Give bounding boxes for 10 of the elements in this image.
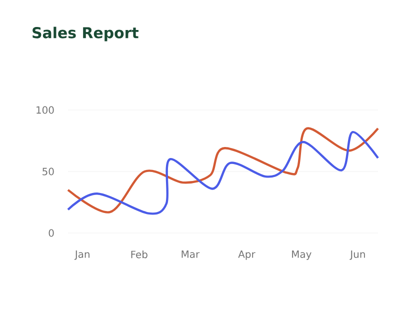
x-tick-label: May <box>292 250 312 260</box>
y-tick-label: 50 <box>42 168 54 176</box>
x-tick-label: Mar <box>182 250 200 258</box>
x-tick-label: Jan <box>74 250 90 260</box>
chart-title: Sales Report <box>32 26 138 42</box>
x-tick-label: Jun <box>350 250 365 260</box>
y-tick-label: 100 <box>36 106 54 114</box>
y-tick-label: 0 <box>48 229 54 237</box>
x-tick-label: Feb <box>131 250 148 258</box>
x-tick-label: Apr <box>238 250 256 260</box>
